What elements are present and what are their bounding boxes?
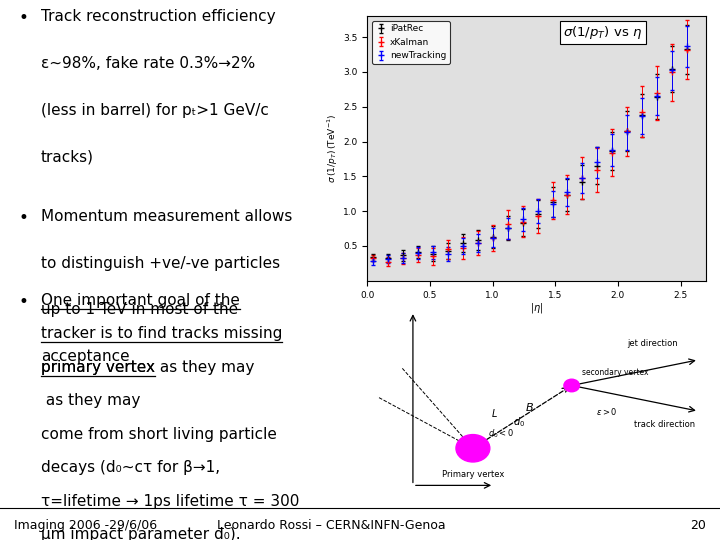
Text: (less in barrel) for pₜ>1 GeV/c: (less in barrel) for pₜ>1 GeV/c: [41, 103, 269, 118]
Text: track direction: track direction: [634, 420, 696, 429]
Text: primary vertex: primary vertex: [41, 360, 155, 375]
Text: •: •: [19, 293, 28, 310]
Text: secondary vertex: secondary vertex: [582, 368, 649, 377]
Text: μm impact parameter d₀).: μm impact parameter d₀).: [41, 527, 240, 540]
Text: •: •: [19, 208, 28, 227]
Text: ε~98%, fake rate 0.3%→2%: ε~98%, fake rate 0.3%→2%: [41, 56, 255, 71]
Text: L: L: [491, 409, 497, 419]
Text: Primary vertex: Primary vertex: [441, 470, 504, 478]
Text: primary vertex as they may: primary vertex as they may: [41, 360, 254, 375]
Text: $d_0 < 0$: $d_0 < 0$: [488, 428, 514, 440]
Text: tracker is to find tracks missing: tracker is to find tracks missing: [41, 326, 282, 341]
Text: as they may: as they may: [41, 393, 140, 408]
Text: up to 1 TeV in most of the: up to 1 TeV in most of the: [41, 302, 238, 318]
Text: Momentum measurement allows: Momentum measurement allows: [41, 208, 292, 224]
Text: Leonardo Rossi – CERN&INFN-Genoa: Leonardo Rossi – CERN&INFN-Genoa: [217, 519, 446, 532]
Text: 20: 20: [690, 519, 706, 532]
Circle shape: [564, 379, 580, 392]
X-axis label: $|\eta|$: $|\eta|$: [530, 301, 543, 315]
Text: $\varepsilon > 0$: $\varepsilon > 0$: [596, 406, 618, 417]
Legend: iPatRec, xKalman, newTracking: iPatRec, xKalman, newTracking: [372, 21, 450, 64]
Text: Track reconstruction efficiency: Track reconstruction efficiency: [41, 9, 276, 24]
Text: to distinguish +ve/-ve particles: to distinguish +ve/-ve particles: [41, 255, 280, 271]
Text: decays (d₀~cτ for β→1,: decays (d₀~cτ for β→1,: [41, 460, 220, 475]
Text: tracks): tracks): [41, 150, 94, 165]
Text: jet direction: jet direction: [627, 339, 678, 348]
Text: •: •: [19, 9, 28, 27]
Y-axis label: $\sigma\,(1/p_T)\,(\mathrm{TeV}^{-1})$: $\sigma\,(1/p_T)\,(\mathrm{TeV}^{-1})$: [326, 114, 341, 183]
Circle shape: [456, 435, 490, 462]
Text: $d_0$: $d_0$: [513, 416, 525, 429]
Text: come from short living particle: come from short living particle: [41, 427, 276, 442]
Text: B: B: [526, 403, 533, 413]
Text: τ=lifetime → 1ps lifetime τ = 300: τ=lifetime → 1ps lifetime τ = 300: [41, 494, 300, 509]
Text: acceptance: acceptance: [41, 349, 130, 364]
Text: One important goal of the: One important goal of the: [41, 293, 240, 308]
Text: Imaging 2006 -29/6/06: Imaging 2006 -29/6/06: [14, 519, 158, 532]
Text: $\sigma(1/p_T)$ vs $\eta$: $\sigma(1/p_T)$ vs $\eta$: [564, 24, 643, 41]
